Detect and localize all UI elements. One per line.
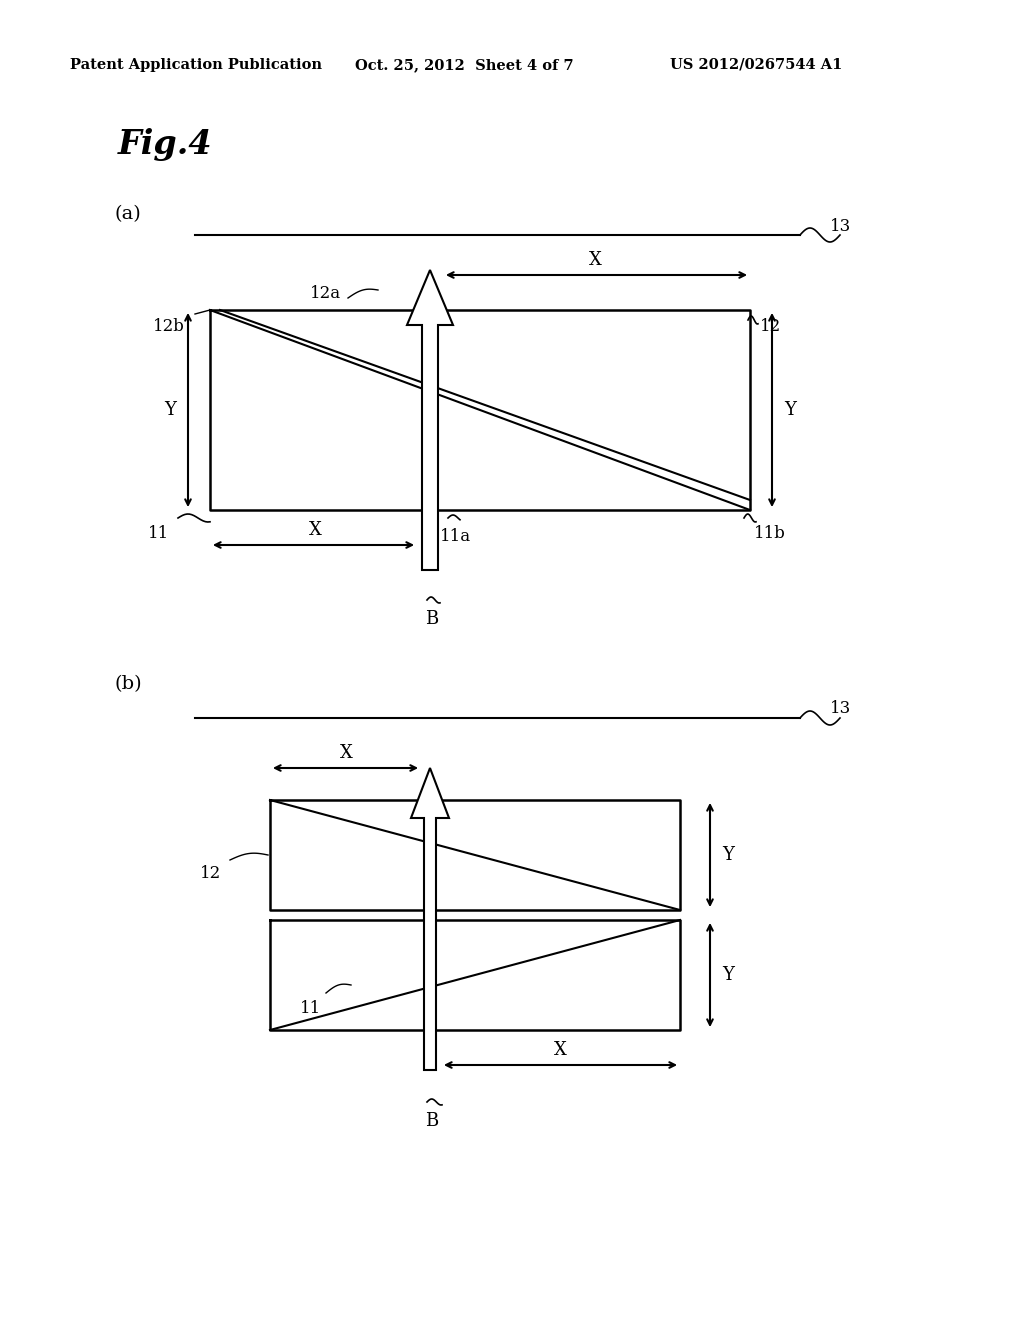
Text: 12: 12 (760, 318, 781, 335)
Text: Oct. 25, 2012  Sheet 4 of 7: Oct. 25, 2012 Sheet 4 of 7 (355, 58, 573, 73)
Text: 12: 12 (200, 865, 221, 882)
Polygon shape (411, 768, 449, 1071)
Text: Y: Y (784, 401, 796, 418)
Text: X: X (589, 251, 601, 269)
Text: B: B (425, 1111, 438, 1130)
Text: (a): (a) (115, 205, 141, 223)
Text: Patent Application Publication: Patent Application Publication (70, 58, 322, 73)
Text: Y: Y (722, 966, 734, 983)
Text: 13: 13 (830, 218, 851, 235)
Text: (b): (b) (115, 675, 142, 693)
Text: Fig.4: Fig.4 (118, 128, 213, 161)
Text: 11a: 11a (440, 528, 471, 545)
Text: 11b: 11b (754, 525, 785, 543)
Text: X: X (554, 1041, 566, 1059)
Text: B: B (425, 610, 438, 628)
Text: US 2012/0267544 A1: US 2012/0267544 A1 (670, 58, 843, 73)
Text: 12b: 12b (153, 318, 185, 335)
Text: Y: Y (164, 401, 176, 418)
Text: Y: Y (722, 846, 734, 865)
Text: X: X (308, 521, 322, 539)
Text: 12a: 12a (310, 285, 341, 302)
Text: 11: 11 (300, 1001, 322, 1016)
Text: 13: 13 (830, 700, 851, 717)
Polygon shape (407, 271, 453, 570)
Text: 11: 11 (148, 525, 169, 543)
Text: X: X (340, 744, 352, 762)
